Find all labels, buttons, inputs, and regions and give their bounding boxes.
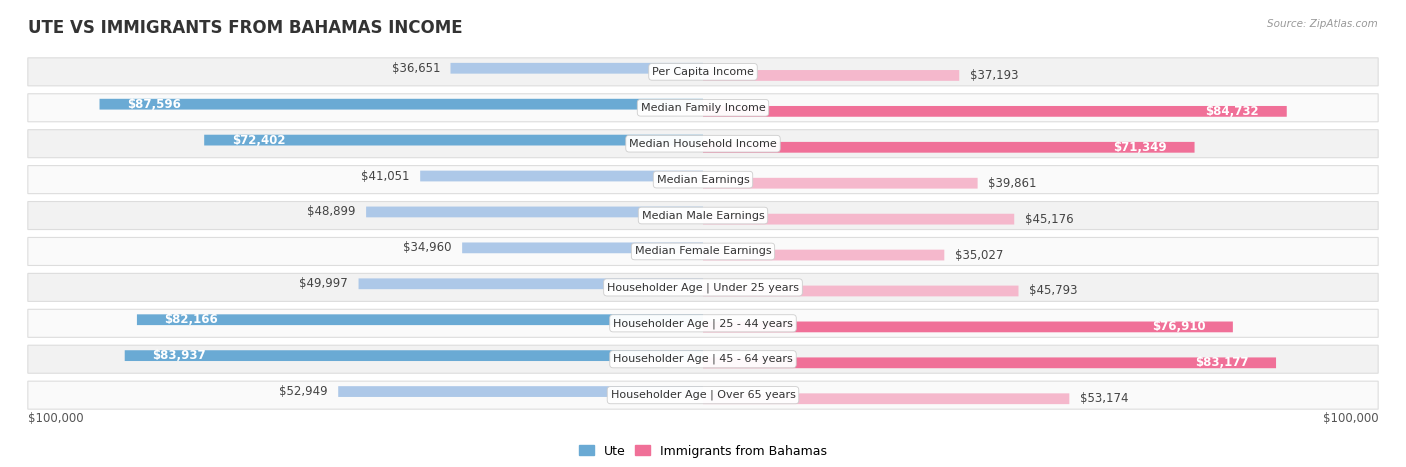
FancyBboxPatch shape xyxy=(450,63,703,74)
Text: $71,349: $71,349 xyxy=(1114,141,1167,154)
Text: $100,000: $100,000 xyxy=(28,412,83,425)
Text: Median Male Earnings: Median Male Earnings xyxy=(641,211,765,220)
Text: $41,051: $41,051 xyxy=(361,170,411,183)
FancyBboxPatch shape xyxy=(359,278,703,289)
Text: $34,960: $34,960 xyxy=(404,241,451,255)
Text: UTE VS IMMIGRANTS FROM BAHAMAS INCOME: UTE VS IMMIGRANTS FROM BAHAMAS INCOME xyxy=(28,19,463,37)
FancyBboxPatch shape xyxy=(339,386,703,397)
FancyBboxPatch shape xyxy=(125,350,703,361)
Text: $36,651: $36,651 xyxy=(392,62,440,75)
Text: $83,177: $83,177 xyxy=(1195,356,1249,369)
Text: $100,000: $100,000 xyxy=(1323,412,1378,425)
Text: $72,402: $72,402 xyxy=(232,134,285,147)
FancyBboxPatch shape xyxy=(703,321,1233,333)
Text: $45,793: $45,793 xyxy=(1029,284,1077,297)
Text: $84,732: $84,732 xyxy=(1205,105,1260,118)
Text: $52,949: $52,949 xyxy=(280,385,328,398)
Text: Median Earnings: Median Earnings xyxy=(657,175,749,184)
FancyBboxPatch shape xyxy=(28,166,1378,194)
FancyBboxPatch shape xyxy=(28,345,1378,373)
FancyBboxPatch shape xyxy=(28,94,1378,122)
FancyBboxPatch shape xyxy=(136,314,703,325)
Text: $37,193: $37,193 xyxy=(970,69,1018,82)
Text: Householder Age | Under 25 years: Householder Age | Under 25 years xyxy=(607,282,799,293)
Text: Median Household Income: Median Household Income xyxy=(628,139,778,149)
Text: $45,176: $45,176 xyxy=(1025,212,1073,226)
FancyBboxPatch shape xyxy=(28,381,1378,409)
FancyBboxPatch shape xyxy=(703,393,1070,404)
FancyBboxPatch shape xyxy=(28,58,1378,86)
FancyBboxPatch shape xyxy=(28,237,1378,265)
FancyBboxPatch shape xyxy=(28,202,1378,230)
Text: $76,910: $76,910 xyxy=(1152,320,1205,333)
Text: Median Female Earnings: Median Female Earnings xyxy=(634,247,772,256)
Text: $35,027: $35,027 xyxy=(955,248,1002,262)
Text: Median Family Income: Median Family Income xyxy=(641,103,765,113)
Text: Per Capita Income: Per Capita Income xyxy=(652,67,754,77)
FancyBboxPatch shape xyxy=(703,106,1286,117)
FancyBboxPatch shape xyxy=(28,309,1378,337)
FancyBboxPatch shape xyxy=(463,242,703,253)
FancyBboxPatch shape xyxy=(703,70,959,81)
Text: $82,166: $82,166 xyxy=(165,313,218,326)
Text: $39,861: $39,861 xyxy=(988,177,1036,190)
FancyBboxPatch shape xyxy=(703,357,1277,368)
FancyBboxPatch shape xyxy=(420,170,703,181)
FancyBboxPatch shape xyxy=(703,286,1018,297)
Text: $53,174: $53,174 xyxy=(1080,392,1128,405)
FancyBboxPatch shape xyxy=(703,178,977,189)
Text: Householder Age | 25 - 44 years: Householder Age | 25 - 44 years xyxy=(613,318,793,329)
FancyBboxPatch shape xyxy=(703,250,945,261)
Legend: Ute, Immigrants from Bahamas: Ute, Immigrants from Bahamas xyxy=(574,439,832,463)
FancyBboxPatch shape xyxy=(204,134,703,146)
Text: Householder Age | 45 - 64 years: Householder Age | 45 - 64 years xyxy=(613,354,793,364)
FancyBboxPatch shape xyxy=(100,99,703,110)
Text: Source: ZipAtlas.com: Source: ZipAtlas.com xyxy=(1267,19,1378,28)
FancyBboxPatch shape xyxy=(703,214,1014,225)
Text: Householder Age | Over 65 years: Householder Age | Over 65 years xyxy=(610,390,796,400)
FancyBboxPatch shape xyxy=(366,206,703,217)
FancyBboxPatch shape xyxy=(28,273,1378,301)
Text: $48,899: $48,899 xyxy=(308,205,356,219)
FancyBboxPatch shape xyxy=(703,142,1195,153)
Text: $87,596: $87,596 xyxy=(127,98,181,111)
Text: $49,997: $49,997 xyxy=(299,277,349,290)
FancyBboxPatch shape xyxy=(28,130,1378,158)
Text: $83,937: $83,937 xyxy=(152,349,205,362)
